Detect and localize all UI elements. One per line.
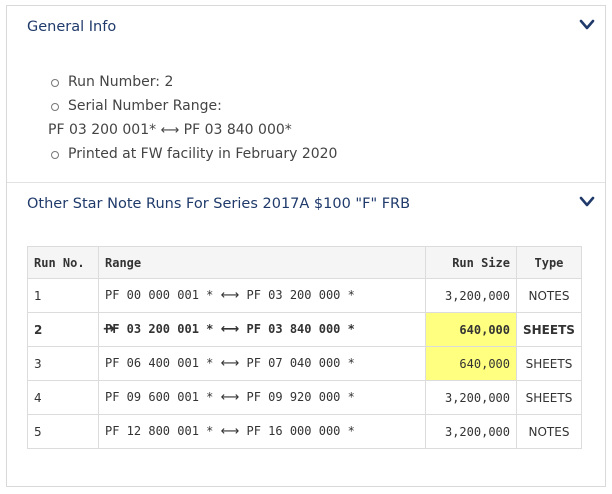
other-runs-header[interactable]: Other Star Note Runs For Series 2017A $1… [7, 183, 605, 227]
range-cell: → PF 03 200 001 * ⟷ PF 03 840 000 * [98, 312, 426, 347]
range-arrow-icon: ⟷ [220, 356, 240, 371]
bullet-icon [51, 79, 59, 87]
run-info-panel: General Info Run Number: 2 Serial Number… [6, 5, 606, 487]
type-cell: NOTES [516, 414, 582, 449]
range-to: PF 16 000 000 * [246, 424, 355, 438]
run-number-cell: 1 [27, 278, 99, 313]
run-size-cell: 640,000 [425, 346, 517, 381]
run-number-cell: 3 [27, 346, 99, 381]
range-from: PF 00 000 001 * [105, 288, 214, 302]
bullet-icon [51, 103, 59, 111]
run-size-cell: 3,200,000 [425, 278, 517, 313]
type-cell: NOTES [516, 278, 582, 313]
run-number-cell: 4 [27, 380, 99, 415]
range-start: PF 03 200 001* [48, 122, 157, 138]
run-size-cell: 640,000 [425, 312, 517, 347]
range-cell: PF 09 600 001 * ⟷ PF 09 920 000 * [98, 380, 426, 415]
col-run-no: Run No. [27, 246, 99, 279]
range-to: PF 03 840 000 * [246, 322, 355, 336]
chevron-down-icon[interactable] [579, 195, 595, 209]
table-row-current: 2 → PF 03 200 001 * ⟷ PF 03 840 000 * 640… [27, 312, 582, 347]
range-cell: PF 00 000 001 * ⟷ PF 03 200 000 * [98, 278, 426, 313]
general-info-body: Run Number: 2 Serial Number Range: PF 03… [7, 50, 605, 183]
section-divider [7, 182, 605, 183]
table-row: 1 PF 00 000 001 * ⟷ PF 03 200 000 * 3,20… [27, 278, 582, 313]
general-info-header[interactable]: General Info [7, 6, 605, 50]
type-cell: SHEETS [516, 380, 582, 415]
run-number-cell: 5 [27, 414, 99, 449]
run-number-cell: 2 [27, 312, 99, 347]
list-item: Printed at FW facility in February 2020 [51, 142, 337, 166]
range-cell: PF 12 800 001 * ⟷ PF 16 000 000 * [98, 414, 426, 449]
other-runs-title: Other Star Note Runs For Series 2017A $1… [27, 196, 411, 212]
range-end: PF 03 840 000* [183, 122, 292, 138]
range-arrow-icon: ⟷ [220, 288, 240, 303]
range-to: PF 03 200 000 * [246, 288, 355, 302]
table-header-row: Run No. Range Run Size Type [27, 246, 582, 279]
range-arrow-icon: ⟷ [160, 123, 180, 138]
current-run-arrow-icon: → [103, 321, 115, 337]
range-from: PF 12 800 001 * [105, 424, 214, 438]
general-info-title: General Info [27, 19, 117, 35]
col-range: Range [98, 246, 426, 279]
type-cell: SHEETS [516, 312, 582, 347]
range-arrow-icon: ⟷ [220, 424, 240, 439]
printed-at-text: Printed at FW facility in February 2020 [68, 146, 338, 162]
range-arrow-icon: ⟷ [220, 390, 240, 405]
type-cell: SHEETS [516, 346, 582, 381]
table-row: 4 PF 09 600 001 * ⟷ PF 09 920 000 * 3,20… [27, 380, 582, 415]
range-to: PF 07 040 000 * [246, 356, 355, 370]
range-from: PF 09 600 001 * [105, 390, 214, 404]
general-info-list: Run Number: 2 Serial Number Range: PF 03… [48, 70, 337, 166]
table-row: 3 PF 06 400 001 * ⟷ PF 07 040 000 * 640,… [27, 346, 582, 381]
col-type: Type [516, 246, 582, 279]
bullet-icon [51, 151, 59, 159]
serial-range-label: Serial Number Range: [68, 98, 222, 114]
range-from: PF 06 400 001 * [105, 356, 214, 370]
list-item: Run Number: 2 [51, 70, 337, 94]
run-number-text: Run Number: 2 [68, 74, 174, 90]
run-size-cell: 3,200,000 [425, 380, 517, 415]
other-runs-section: Other Star Note Runs For Series 2017A $1… [7, 183, 605, 449]
range-arrow-icon: ⟷ [220, 322, 240, 337]
runs-table: Run No. Range Run Size Type 1 PF 00 000 … [27, 246, 582, 449]
chevron-down-icon[interactable] [579, 18, 595, 32]
run-size-cell: 3,200,000 [425, 414, 517, 449]
table-row: 5 PF 12 800 001 * ⟷ PF 16 000 000 * 3,20… [27, 414, 582, 449]
col-run-size: Run Size [425, 246, 517, 279]
range-from: PF 03 200 001 * [105, 322, 214, 336]
range-cell: PF 06 400 001 * ⟷ PF 07 040 000 * [98, 346, 426, 381]
serial-range-value: PF 03 200 001* ⟷ PF 03 840 000* [48, 118, 334, 142]
list-item: Serial Number Range: [51, 94, 337, 118]
range-to: PF 09 920 000 * [246, 390, 355, 404]
